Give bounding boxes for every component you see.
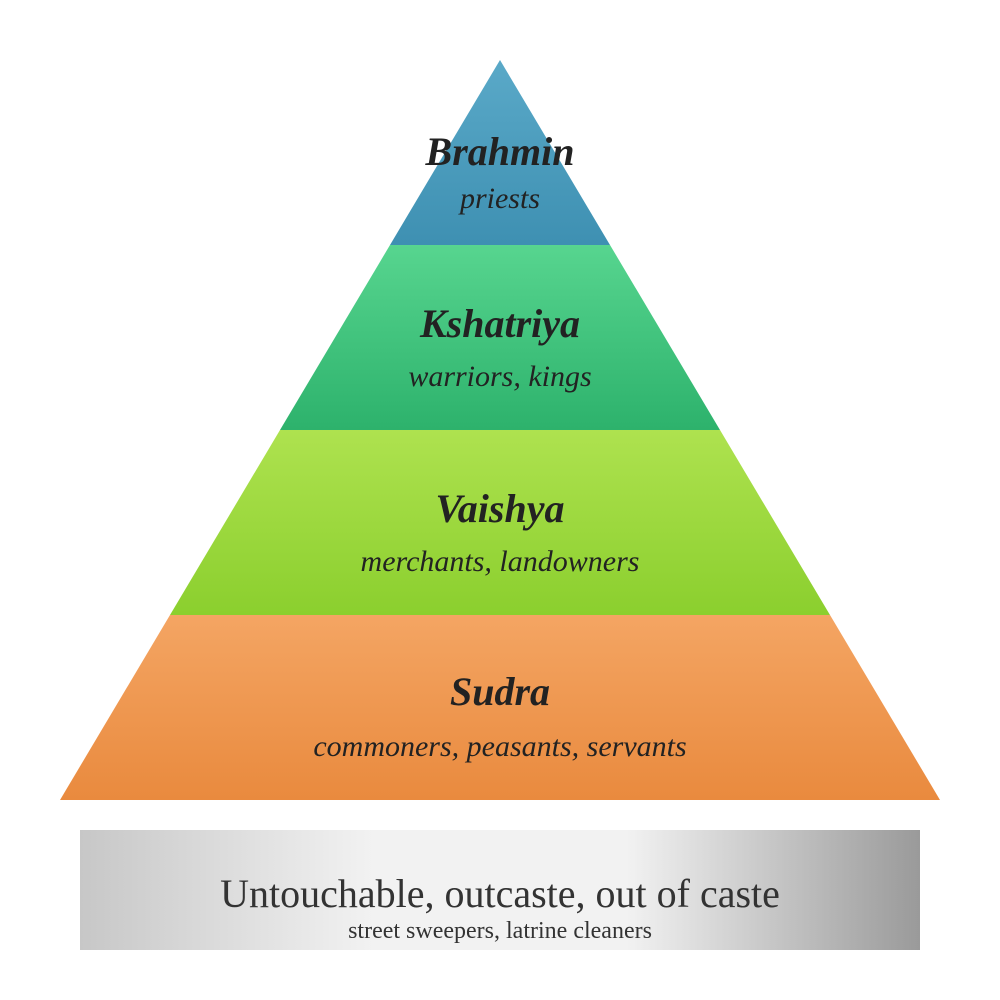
- layer-2-title: Vaishya: [0, 485, 1000, 532]
- layer-3-desc: commoners, peasants, servants: [0, 730, 1000, 764]
- footer-title: Untouchable, outcaste, out of caste: [80, 870, 920, 917]
- footer-desc: street sweepers, latrine cleaners: [80, 918, 920, 945]
- layer-2-desc: merchants, landowners: [0, 545, 1000, 579]
- layer-1-desc: warriors, kings: [0, 360, 1000, 394]
- layer-1-title: Kshatriya: [0, 300, 1000, 347]
- layer-0-desc: priests: [0, 182, 1000, 216]
- diagram-stage: Brahmin priests Kshatriya warriors, king…: [0, 0, 1000, 1000]
- layer-0-title: Brahmin: [0, 128, 1000, 175]
- footer-box: Untouchable, outcaste, out of caste stre…: [80, 830, 920, 950]
- layer-3-title: Sudra: [0, 668, 1000, 715]
